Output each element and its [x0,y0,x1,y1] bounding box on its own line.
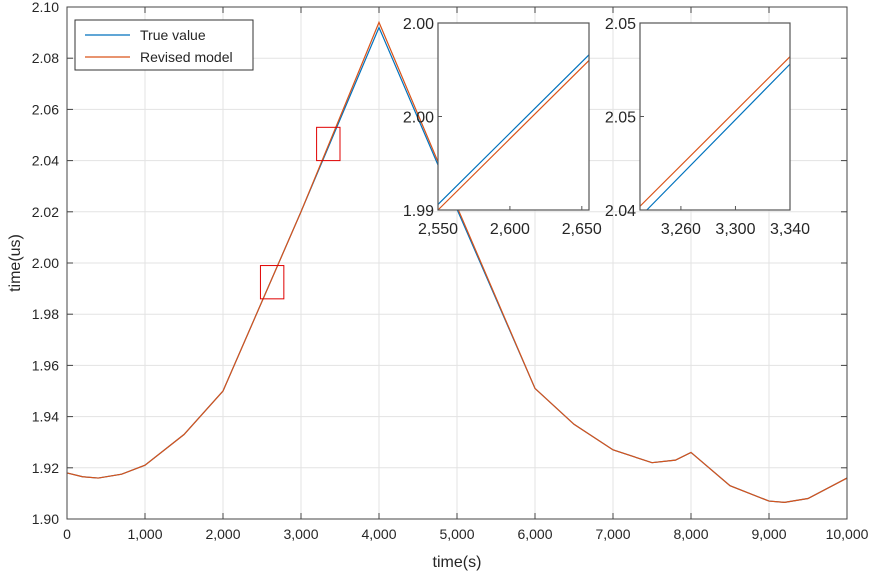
x-tick-label: 8,000 [673,526,708,542]
y-tick-label: 1.98 [32,306,59,322]
inset-series-line [437,59,590,211]
inset-series-line [646,63,791,211]
legend-label: Revised model [140,49,233,65]
x-tick-label: 2,000 [205,526,240,542]
inset-x-tick-label: 2,650 [562,221,602,238]
y-axis-label: time(us) [7,234,24,292]
legend: True value Revised model [74,19,254,71]
inset-2: 2.04 2.05 2.05 3,260 3,300 3,340 [605,16,810,238]
x-tick-label: 7,000 [595,526,630,542]
y-tick-label: 1.90 [32,511,59,527]
x-tick-label: 9,000 [751,526,786,542]
x-tick-label: 3,000 [283,526,318,542]
x-tick-label: 10,000 [826,526,869,542]
y-tick-label: 2.06 [32,101,59,117]
inset-1: 1.99 2.00 2.00 2,550 2,600 2,650 [403,16,602,238]
inset-series-line [437,54,590,205]
inset-x-tick-label: 3,340 [770,221,810,238]
x-tick-label: 4,000 [361,526,396,542]
x-tick-label: 5,000 [439,526,474,542]
y-tick-label: 2.08 [32,50,59,66]
inset-x-tick-label: 3,260 [661,221,701,238]
series-line-revised-model [66,20,848,503]
y-tick-label: 1.94 [32,409,59,425]
x-tick-label: 1,000 [127,526,162,542]
y-tick-label: 2.10 [32,0,59,15]
y-tick-label: 2.04 [32,153,59,169]
inset-x-tick-label: 3,300 [715,221,755,238]
y-tick-label: 2.00 [32,255,59,271]
inset-y-tick-label: 2.05 [605,16,636,33]
inset-series-line [639,56,791,207]
inset-x-tick-label: 2,550 [418,221,458,238]
y-tick-label: 2.02 [32,204,59,220]
inset-x-tick-label: 2,600 [490,221,530,238]
y-tick-label: 1.96 [32,357,59,373]
inset-y-tick-label: 2.04 [605,203,636,220]
zoom-box [316,126,341,162]
inset-y-tick-label: 2.00 [403,16,434,33]
y-tick-label: 1.92 [32,460,59,476]
inset-y-tick-label: 1.99 [403,203,434,220]
legend-label: True value [140,27,206,43]
x-tick-label: 6,000 [517,526,552,542]
axes-box [66,6,848,520]
inset-y-tick-label: 2.00 [403,110,434,127]
x-axis-label: time(s) [433,554,482,571]
inset-y-tick-label: 2.05 [605,110,636,127]
zoom-box [259,265,285,300]
x-tick-label: 0 [63,526,71,542]
